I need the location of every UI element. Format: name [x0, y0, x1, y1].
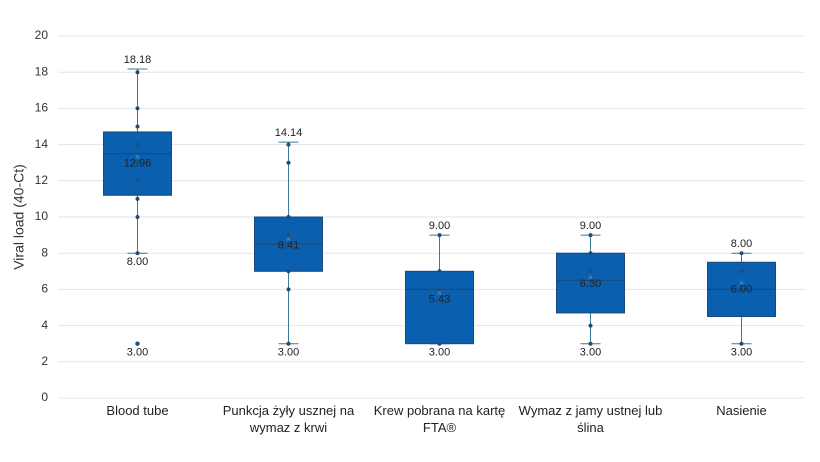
- data-point: [286, 233, 291, 238]
- data-point: [286, 287, 291, 292]
- y-tick-label: 4: [41, 318, 48, 332]
- data-point: [437, 269, 442, 274]
- mean-label: 6.00: [731, 283, 752, 295]
- mean-marker: ×: [286, 234, 291, 244]
- box: [405, 270, 474, 345]
- data-point: [588, 269, 593, 274]
- min-label: 3.00: [278, 347, 299, 359]
- data-point: [437, 233, 442, 238]
- min-label: 3.00: [731, 347, 752, 359]
- mean-label: 8.41: [278, 240, 299, 252]
- y-tick-label: 2: [41, 354, 48, 368]
- mean-marker: ×: [135, 152, 140, 162]
- y-tick-label: 20: [35, 28, 49, 42]
- data-point: [739, 287, 744, 292]
- data-point: [135, 215, 140, 219]
- data-point: [135, 70, 140, 75]
- data-point: [135, 106, 140, 111]
- data-point: [437, 341, 442, 346]
- data-point: [135, 196, 140, 201]
- data-point: [286, 160, 291, 165]
- outlier-label: 3.00: [127, 347, 148, 359]
- data-point: [739, 269, 744, 274]
- x-tick-label: Krew pobrana na kartę FTA®: [373, 403, 506, 435]
- max-label: 9.00: [580, 220, 601, 232]
- x-tick-label: Nasienie: [716, 403, 767, 418]
- y-tick-label: 14: [35, 137, 49, 151]
- box: [556, 252, 625, 314]
- data-point: [135, 142, 140, 147]
- y-tick-label: 18: [35, 64, 49, 78]
- data-point: [135, 124, 140, 129]
- y-tick-label: 0: [41, 390, 48, 404]
- y-tick-label: 16: [35, 101, 49, 115]
- mean-marker: ×: [437, 288, 442, 298]
- data-point: [286, 269, 291, 274]
- mean-label: 12.96: [124, 157, 152, 169]
- data-point: [286, 215, 291, 219]
- y-tick-label: 6: [41, 282, 48, 296]
- data-point: [286, 341, 291, 346]
- max-label: 14.14: [275, 127, 303, 139]
- y-axis-title: Viral load (40-Ct): [11, 164, 27, 270]
- data-point: [286, 142, 291, 147]
- x-tick-label: Wymaz z jamy ustnej lub ślina: [518, 403, 663, 435]
- min-label: 3.00: [580, 347, 601, 359]
- data-point: [588, 341, 593, 346]
- min-label: 8.00: [127, 256, 148, 268]
- x-tick-label: Punkcja żyły usznej na wymaz z krwi: [222, 403, 355, 435]
- outlier: [135, 341, 140, 346]
- data-point: [588, 233, 593, 238]
- mean-label: 5.43: [429, 294, 450, 306]
- data-point: [135, 251, 140, 256]
- data-point: [135, 178, 140, 183]
- mean-label: 6.30: [580, 278, 601, 290]
- data-point: [588, 251, 593, 256]
- max-label: 18.18: [124, 54, 152, 66]
- mean-marker: ×: [739, 278, 744, 288]
- max-label: 9.00: [429, 220, 450, 232]
- y-tick-label: 8: [41, 245, 48, 259]
- mean-marker: ×: [588, 272, 593, 282]
- data-point: [135, 160, 140, 165]
- data-point: [739, 251, 744, 256]
- data-point: [437, 287, 442, 292]
- y-tick-label: 12: [35, 173, 49, 187]
- min-label: 3.00: [429, 347, 450, 359]
- max-label: 8.00: [731, 238, 752, 250]
- data-point: [739, 341, 744, 346]
- data-point: [588, 323, 593, 328]
- x-tick-label: Blood tube: [106, 403, 169, 418]
- y-tick-label: 10: [35, 209, 49, 223]
